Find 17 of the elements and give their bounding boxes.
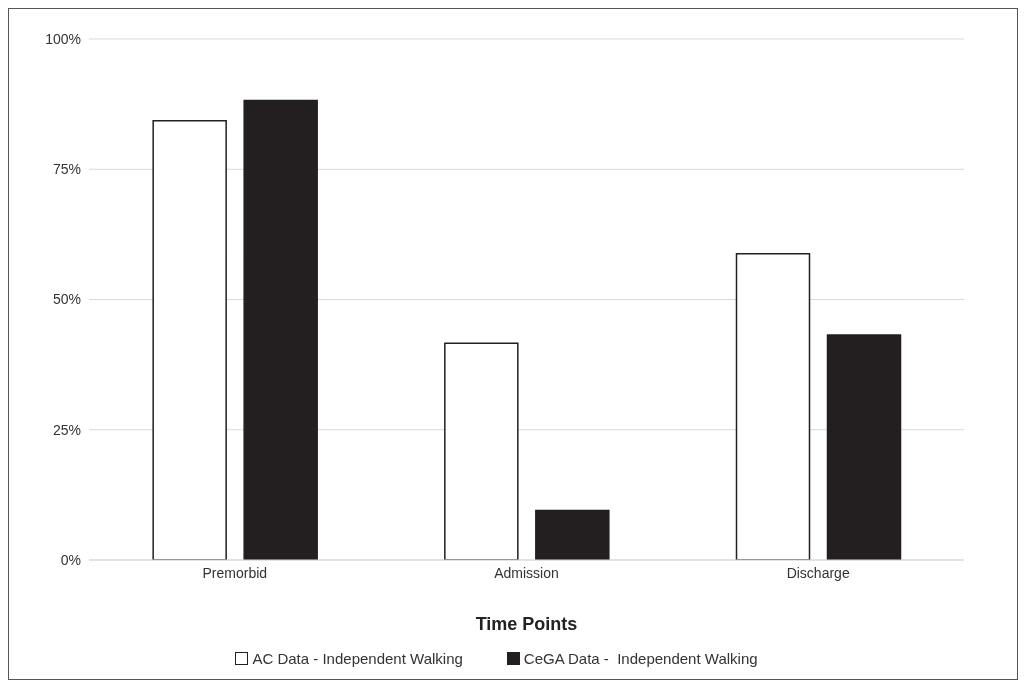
bar [535, 509, 610, 560]
x-tick-label: Premorbid [202, 564, 268, 581]
bar [243, 99, 318, 560]
legend-label: AC Data - Independent Walking [252, 650, 463, 667]
bar [826, 334, 902, 560]
legend-label: CeGA Data - Independent Walking [523, 650, 758, 667]
y-tick-label: 50% [52, 291, 81, 308]
y-tick-label: 0% [60, 551, 81, 568]
bar [152, 120, 227, 560]
bar [735, 252, 811, 560]
y-tick-label: 100% [45, 30, 81, 47]
bar [444, 342, 519, 560]
x-tick-label: Admission [494, 564, 559, 581]
y-tick-label: 25% [52, 421, 81, 438]
x-axis-title: Time Points [475, 614, 578, 634]
y-tick-label: 75% [52, 161, 81, 178]
x-tick-label: Discharge [786, 564, 850, 581]
